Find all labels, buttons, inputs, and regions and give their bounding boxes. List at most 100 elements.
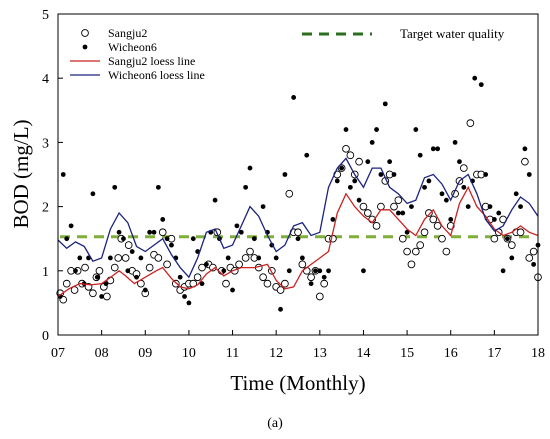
sangju2-point-60 [307, 273, 315, 282]
x-tick-label-6: 13 [313, 346, 327, 361]
wicheon6-point-84 [422, 184, 427, 190]
sangju2-point-80 [394, 196, 403, 205]
wicheon6-point-16 [125, 268, 131, 274]
wicheon6-point-102 [500, 268, 506, 274]
wicheon6-point-73 [374, 127, 379, 132]
wicheon6-point-26 [169, 242, 174, 248]
wicheon6-point-92 [457, 159, 462, 165]
wicheon6-point-33 [199, 281, 205, 287]
sangju2-point-18 [121, 254, 130, 262]
wicheon6-point-52 [282, 172, 288, 177]
y-tick-label-0: 0 [42, 329, 49, 344]
wicheon6-point-55 [295, 236, 301, 242]
sangju2-point-58 [298, 260, 307, 269]
wicheon6-point-109 [531, 261, 537, 267]
wicheon6-point-101 [496, 210, 502, 216]
sangju2-point-68 [342, 144, 350, 153]
sangju2-point-109 [525, 254, 534, 262]
wicheon6-point-5 [77, 255, 83, 261]
wicheon6-point-17 [129, 249, 135, 254]
figure-caption: (a) [267, 416, 283, 431]
sangju2-point-105 [507, 241, 516, 249]
wicheon6-point-47 [260, 204, 266, 210]
sangju2-point-76 [377, 202, 385, 211]
wicheon6-point-96 [472, 75, 478, 81]
wicheon6-point-80 [404, 229, 410, 235]
sangju2-point-7 [81, 263, 89, 272]
wicheon6-point-98 [483, 172, 489, 177]
wicheon6-point-78 [395, 210, 401, 216]
wicheon6-point-61 [321, 274, 327, 280]
sangju2-point-62 [315, 292, 324, 301]
sangju2-point-36 [198, 263, 206, 272]
plot-frame [57, 13, 539, 336]
sangju2-point-38 [209, 263, 217, 272]
wicheon6-point-29 [182, 294, 187, 299]
y-tick-label-3: 3 [42, 136, 49, 151]
legend-label-sangju2-loess-line: Sangju2 loess line [108, 54, 195, 68]
wicheon6-point-89 [443, 197, 449, 203]
wicheon6-point-75 [382, 101, 388, 107]
wicheon6-point-81 [409, 204, 414, 210]
wicheon6-point-45 [251, 236, 257, 242]
wicheon6-point-34 [203, 261, 209, 267]
wicheon6-point-79 [400, 210, 406, 216]
wicheon6-point-108 [526, 172, 532, 177]
wicheon6-point-50 [273, 255, 279, 261]
wicheon6-point-56 [299, 255, 305, 261]
wicheon6-point-42 [238, 229, 244, 235]
wicheon6-point-106 [518, 204, 523, 210]
sangju2-point-50 [263, 279, 272, 288]
wicheon6-point-93 [461, 184, 467, 190]
sangju2-point-85 [416, 241, 425, 249]
sangju2-point-83 [407, 260, 416, 269]
wicheon6-point-51 [278, 306, 283, 312]
wicheon6-point-24 [160, 217, 166, 222]
sangju2-point-69 [346, 151, 355, 160]
sangju2-point-89 [433, 222, 442, 230]
wicheon6-point-21 [147, 229, 153, 235]
legend-box [63, 20, 221, 85]
wicheon6-point-94 [465, 204, 471, 210]
legend-swatch-wicheon6 [82, 44, 88, 50]
wicheon6-point-83 [417, 152, 423, 158]
y-tick-label-1: 1 [42, 265, 49, 280]
wicheon6-point-3 [68, 223, 74, 229]
wicheon6-point-54 [291, 95, 297, 100]
sangju2-point-79 [390, 202, 398, 211]
wicheon6-point-70 [361, 268, 366, 274]
wicheon6-point-88 [439, 191, 445, 197]
wicheon6-point-58 [308, 281, 314, 287]
wicheon6-point-82 [413, 127, 419, 132]
legend-label-wicheon6: Wicheon6 [108, 40, 157, 54]
wicheon6-point-100 [491, 217, 497, 222]
sangju2-point-2 [62, 279, 71, 288]
wicheon6-point-85 [426, 178, 432, 184]
wicheon6-point-1 [60, 172, 66, 177]
sangju2-point-84 [411, 247, 420, 256]
sangju2-point-16 [114, 254, 123, 262]
wicheon6-point-91 [452, 140, 458, 145]
sangju2-point-46 [246, 247, 254, 256]
sangju2-point-73 [363, 209, 372, 217]
target-annotation-text: Target water quality [400, 26, 505, 41]
x-tick-label-10: 17 [487, 346, 501, 361]
wicheon6-point-30 [186, 300, 192, 306]
wicheon6-point-23 [155, 184, 161, 190]
wicheon6-point-74 [378, 172, 384, 177]
sangju2-point-9 [89, 289, 97, 298]
wicheon6-point-60 [317, 268, 323, 274]
wicheon6-point-10 [99, 294, 105, 299]
sangju2-point-108 [521, 157, 529, 166]
wicheon6-point-90 [448, 217, 454, 222]
sangju2-point-53 [276, 286, 285, 294]
sangju2-point-71 [355, 157, 363, 166]
x-tick-label-0: 07 [51, 346, 65, 361]
sangju2-point-110 [529, 247, 538, 256]
sangju2-point-26 [154, 254, 163, 262]
sangju2-point-49 [259, 273, 267, 282]
sangju2-point-72 [359, 202, 368, 211]
sangju2-point-57 [294, 228, 302, 237]
wicheon6-point-15 [121, 236, 126, 242]
